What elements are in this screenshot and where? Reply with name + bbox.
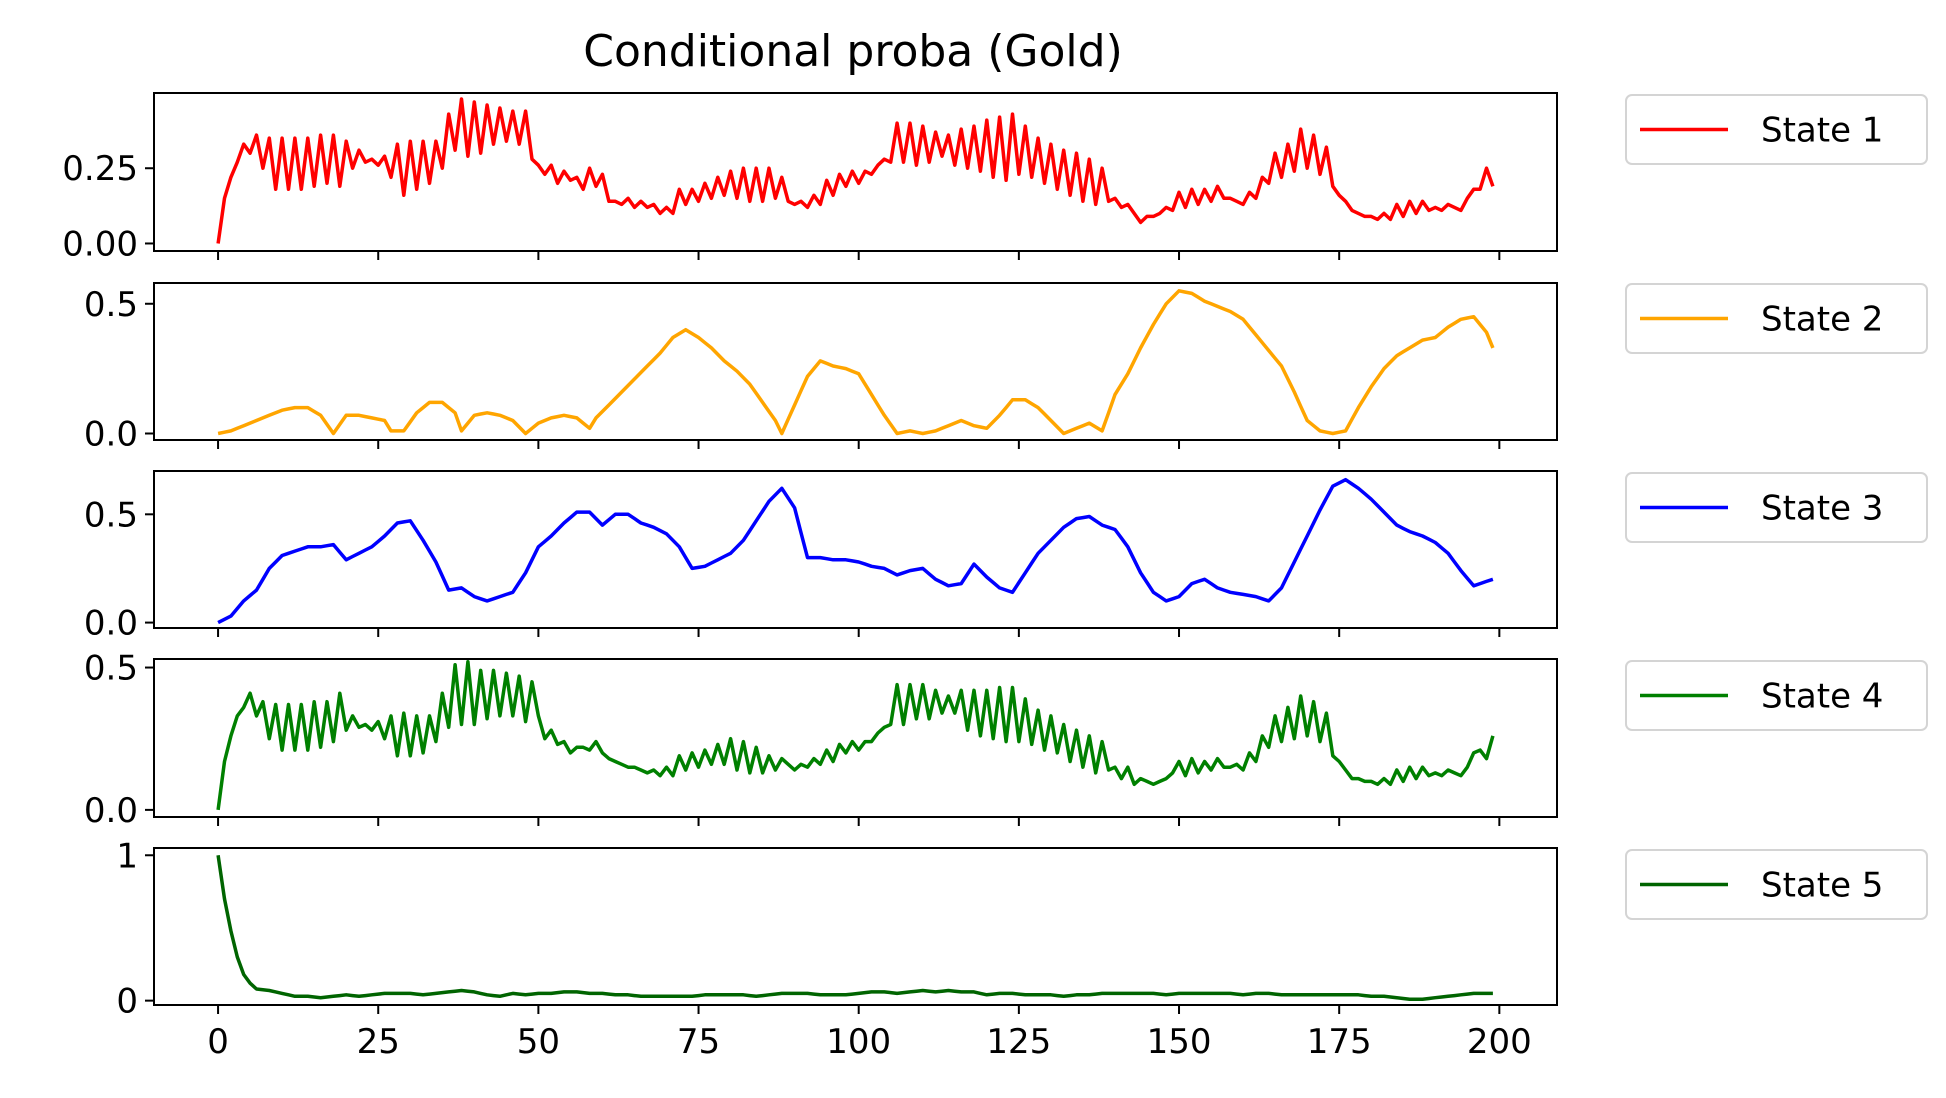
axes-frame — [153, 658, 1558, 818]
legend-label: State 5 — [1761, 866, 1883, 906]
legend-box — [1625, 283, 1928, 354]
x-tick-label: 150 — [1147, 1022, 1212, 1062]
x-tick-label: 50 — [517, 1022, 560, 1062]
x-tick-label: 0 — [207, 1022, 229, 1062]
legend-box — [1625, 660, 1928, 731]
legend-label: State 3 — [1761, 489, 1883, 529]
panel-3: 0.0 0.5 — [84, 470, 1558, 644]
legend-state-2: State 2 — [1625, 283, 1928, 354]
legends-group: State 1 State 2 State 3 State 4 State 5 — [1625, 94, 1928, 920]
panel-4: 0.0 0.5 — [84, 649, 1558, 831]
y-tick-label: 0.0 — [84, 604, 138, 644]
x-tick-label: 175 — [1307, 1022, 1372, 1062]
legend-box — [1625, 94, 1928, 165]
legend-label: State 4 — [1761, 677, 1883, 717]
series-line-state-3 — [217, 477, 1494, 625]
axes-frame — [153, 282, 1558, 441]
axes-frame — [153, 470, 1558, 629]
legend-label: State 2 — [1761, 300, 1883, 340]
legend-state-4: State 4 — [1625, 660, 1928, 731]
series-line-state-5 — [216, 855, 1493, 1001]
y-tick-label: 0.25 — [62, 149, 138, 189]
x-tick-label: 125 — [986, 1022, 1051, 1062]
series-line-state-1 — [216, 97, 1495, 244]
x-tick-label: 75 — [677, 1022, 720, 1062]
y-tick-label: 0.00 — [62, 224, 138, 264]
y-tick-label: 0.5 — [84, 649, 138, 689]
legend-label: State 1 — [1761, 111, 1883, 151]
series-line-state-4 — [216, 660, 1495, 811]
series-line-state-2 — [217, 289, 1495, 436]
y-tick-label: 0 — [116, 982, 138, 1022]
legend-state-3: State 3 — [1625, 472, 1928, 543]
y-tick-label: 0.5 — [84, 285, 138, 325]
panel-1: 0.00 0.25 — [62, 92, 1558, 264]
legend-box — [1625, 472, 1928, 543]
legend-box — [1625, 849, 1928, 920]
legend-state-1: State 1 — [1625, 94, 1928, 165]
x-tick-label: 25 — [357, 1022, 400, 1062]
x-tick-label: 100 — [826, 1022, 891, 1062]
chart-title: Conditional proba (Gold) — [583, 26, 1123, 77]
panel-5: 0 25 50 75 100 125 150 175 200 0 1 — [116, 836, 1558, 1062]
y-tick-label: 1 — [116, 836, 138, 876]
y-tick-label: 0.0 — [84, 415, 138, 455]
panels-group: 0.00 0.25 0.0 0.5 0.0 0.5 0.0 0.5 0 25 50 75 100 125 1… — [62, 92, 1558, 1062]
panel-2: 0.0 0.5 — [84, 282, 1558, 455]
x-tick-label: 200 — [1467, 1022, 1532, 1062]
axes-frame — [153, 847, 1558, 1006]
legend-state-5: State 5 — [1625, 849, 1928, 920]
axes-frame — [153, 92, 1558, 252]
y-tick-label: 0.5 — [84, 495, 138, 535]
y-tick-label: 0.0 — [84, 791, 138, 831]
